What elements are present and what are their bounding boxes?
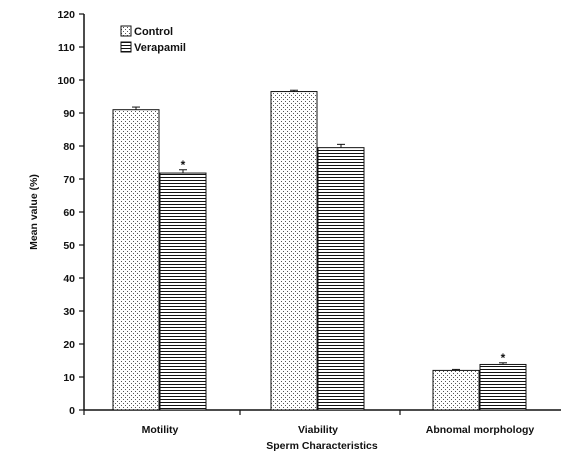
legend-swatch-control [120, 25, 132, 37]
y-tick-label: 90 [63, 108, 75, 120]
x-axis-title: Sperm Characteristics [266, 440, 378, 452]
category-labels: Motility Viability Abnomal morphology [142, 424, 535, 436]
y-tick-label: 70 [63, 174, 75, 186]
y-axis: 0 10 20 30 40 50 60 70 80 90 100 110 120 [57, 9, 85, 417]
y-tick-label: 100 [57, 75, 75, 87]
significance-marker: * [181, 158, 186, 172]
bar-control-viability [270, 91, 318, 411]
bars: ** [112, 89, 527, 411]
y-tick-label: 10 [63, 372, 75, 384]
legend-label-verapamil: Verapamil [134, 42, 186, 54]
bar-verapamil-abnomal-morphology [479, 363, 527, 411]
legend-label-control: Control [134, 26, 173, 38]
y-tick-label: 60 [63, 207, 75, 219]
y-tick-label: 0 [69, 405, 75, 417]
significance-marker: * [501, 351, 506, 365]
bar-verapamil-viability [317, 147, 365, 411]
y-tick-label: 30 [63, 306, 75, 318]
bar-control-abnomal-morphology [432, 369, 480, 411]
legend-swatch-verapamil [120, 41, 132, 53]
legend: Control Verapamil [120, 25, 186, 54]
x-axis [83, 409, 561, 415]
bar-verapamil-motility [159, 172, 207, 411]
y-axis-title: Mean value (%) [28, 174, 40, 250]
y-tick-label: 110 [58, 42, 75, 54]
y-tick-label: 50 [63, 240, 75, 252]
y-tick-label: 40 [63, 273, 75, 285]
y-tick-label: 20 [63, 339, 75, 351]
bar-control-motility [112, 109, 160, 411]
x-category-label: Viability [298, 424, 338, 436]
x-category-label: Motility [142, 424, 179, 436]
y-tick-label: 80 [63, 141, 75, 153]
y-tick-label: 120 [57, 9, 75, 21]
x-category-label: Abnomal morphology [426, 424, 535, 436]
